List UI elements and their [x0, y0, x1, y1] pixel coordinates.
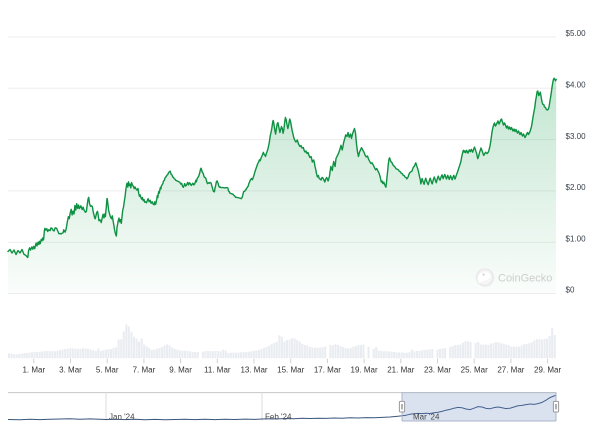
svg-text:7. Mar: 7. Mar [133, 366, 156, 375]
svg-text:21. Mar: 21. Mar [387, 366, 414, 375]
svg-text:1. Mar: 1. Mar [22, 366, 45, 375]
svg-text:25. Mar: 25. Mar [461, 366, 488, 375]
svg-text:$5.00: $5.00 [566, 29, 587, 38]
svg-text:Jan '24: Jan '24 [109, 413, 135, 422]
svg-text:$2.00: $2.00 [566, 183, 587, 192]
svg-text:27. Mar: 27. Mar [497, 366, 524, 375]
svg-text:19. Mar: 19. Mar [351, 366, 378, 375]
svg-text:17. Mar: 17. Mar [314, 366, 341, 375]
svg-text:11. Mar: 11. Mar [204, 366, 231, 375]
svg-text:9. Mar: 9. Mar [169, 366, 192, 375]
svg-text:29. Mar: 29. Mar [534, 366, 561, 375]
svg-text:23. Mar: 23. Mar [424, 366, 451, 375]
svg-text:5. Mar: 5. Mar [96, 366, 119, 375]
svg-text:15. Mar: 15. Mar [277, 366, 304, 375]
svg-text:$0: $0 [566, 286, 575, 295]
svg-text:CoinGecko: CoinGecko [498, 273, 552, 285]
svg-text:3. Mar: 3. Mar [59, 366, 82, 375]
svg-text:Feb '24: Feb '24 [265, 413, 292, 422]
svg-text:Mar '24: Mar '24 [413, 413, 440, 422]
svg-text:$3.00: $3.00 [566, 132, 587, 141]
svg-text:13. Mar: 13. Mar [240, 366, 267, 375]
svg-text:$4.00: $4.00 [566, 81, 587, 90]
svg-text:$1.00: $1.00 [566, 234, 587, 243]
